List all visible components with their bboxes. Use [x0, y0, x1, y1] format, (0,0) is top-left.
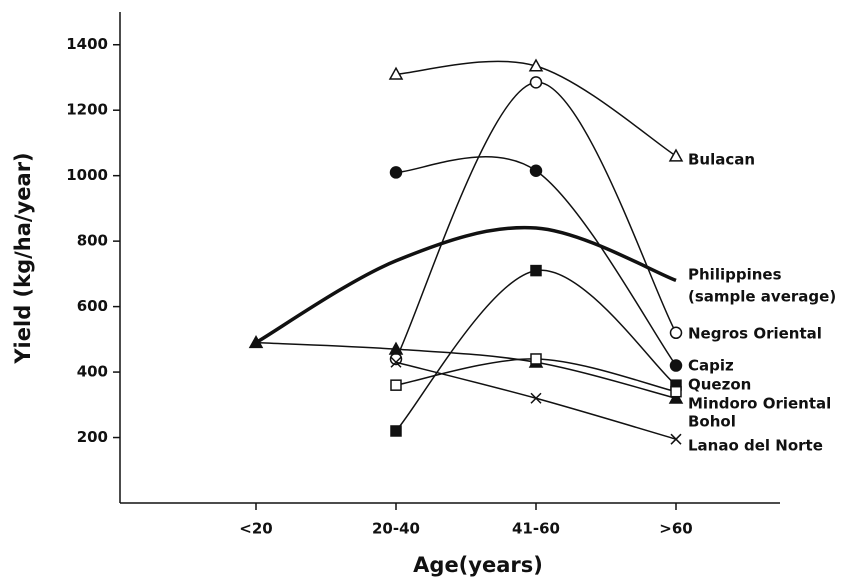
- series-line: [395, 60, 677, 157]
- x-tick-label: 41-60: [512, 520, 560, 538]
- series-line: [255, 225, 677, 345]
- x-tick-label: 20-40: [372, 520, 420, 538]
- legend-label: Lanao del Norte: [688, 437, 823, 455]
- x-tick-label: <20: [239, 520, 272, 538]
- marker: [669, 326, 683, 340]
- marker: [389, 166, 403, 179]
- marker: [388, 341, 404, 355]
- y-tick-label: 1200: [66, 101, 108, 119]
- marker: [529, 76, 543, 89]
- legend-label: Bulacan: [688, 151, 755, 169]
- legend-label: Philippines: [688, 266, 782, 284]
- marker: [669, 359, 683, 372]
- marker: [530, 392, 542, 404]
- legend-label: Negros Oriental: [688, 325, 822, 343]
- marker: [388, 66, 404, 80]
- x-tick-label: >60: [659, 520, 692, 538]
- series-line: [395, 269, 677, 432]
- y-axis-title: Yield (kg/ha/year): [11, 152, 35, 364]
- marker: [390, 425, 402, 437]
- marker: [528, 58, 544, 72]
- legend-label: Mindoro Oriental: [688, 395, 831, 413]
- marker: [668, 390, 684, 404]
- legend-label: Quezon: [688, 376, 751, 394]
- marker: [530, 353, 542, 365]
- y-tick-label: 800: [77, 232, 108, 250]
- marker: [670, 385, 682, 398]
- x-axis-title: Age(years): [413, 553, 543, 577]
- series-line: [395, 361, 677, 440]
- y-tick-label: 1400: [66, 35, 108, 53]
- y-tick-label: 400: [77, 363, 108, 381]
- marker: [390, 356, 402, 368]
- legend-label: Capiz: [688, 357, 734, 375]
- legend-label: (sample average): [688, 288, 836, 306]
- marker: [668, 148, 684, 162]
- marker: [390, 379, 402, 391]
- y-tick-label: 1000: [66, 166, 108, 184]
- marker: [248, 335, 264, 349]
- marker: [530, 264, 542, 277]
- legend-label: Bohol: [688, 413, 736, 431]
- series-line: [395, 81, 677, 360]
- series-line: [255, 341, 677, 399]
- marker: [670, 433, 682, 445]
- marker: [529, 164, 543, 178]
- y-tick-label: 600: [77, 297, 108, 315]
- y-tick-label: 200: [77, 428, 108, 446]
